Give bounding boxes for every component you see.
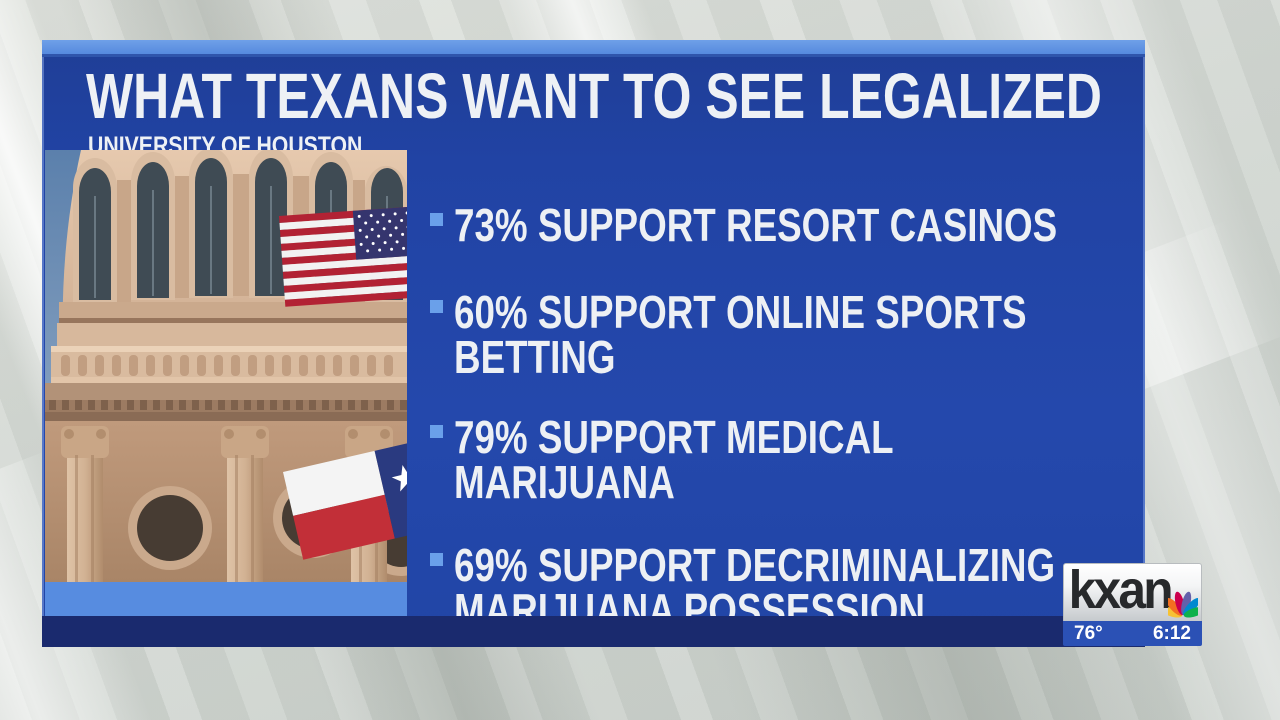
- bullet-square-icon: [430, 553, 443, 566]
- bullet-line: MARIJUANA: [454, 456, 675, 508]
- bullet-text: 73% SUPPORT RESORT CASINOS: [454, 199, 1058, 251]
- headline-title: WHAT TEXANS WANT TO SEE LEGALIZED: [86, 60, 1102, 132]
- bullet-list: 73% SUPPORT RESORT CASINOS 60% SUPPORT O…: [430, 40, 1131, 633]
- graphic-panel: WHAT TEXANS WANT TO SEE LEGALIZED UNIVER…: [42, 40, 1145, 647]
- bullet-square-icon: [430, 300, 443, 313]
- bullet-square-icon: [430, 425, 443, 438]
- clock-readout: 6:12: [1152, 623, 1191, 644]
- bullet-item-resort-casinos: 73% SUPPORT RESORT CASINOS: [430, 199, 1208, 251]
- texas-flag: [283, 440, 407, 560]
- bullet-text: 79% SUPPORT MEDICAL MARIJUANA: [454, 411, 894, 508]
- us-flag: [279, 206, 407, 307]
- panel-bottom-accent-bar: [42, 616, 1145, 647]
- weather-time-bar: 76° 6:12: [1063, 621, 1202, 646]
- texas-capitol-illustration: [45, 150, 407, 582]
- bullet-line: BETTING: [454, 331, 616, 383]
- nbc-peacock-icon: [1168, 591, 1198, 618]
- bullet-line: 60% SUPPORT ONLINE SPORTS: [454, 286, 1027, 338]
- photo-bottom-accent-bar: [45, 582, 407, 616]
- kxan-logo: kxan: [1063, 563, 1202, 621]
- station-bug: kxan 76° 6:12: [1063, 563, 1202, 646]
- bullet-text: 60% SUPPORT ONLINE SPORTS BETTING: [454, 286, 1027, 383]
- capitol-photo: [45, 150, 407, 582]
- balustrade: [51, 346, 407, 383]
- bullet-item-sports-betting: 60% SUPPORT ONLINE SPORTS BETTING: [430, 286, 1170, 383]
- temperature-readout: 76°: [1074, 623, 1103, 644]
- bullet-square-icon: [430, 213, 443, 226]
- panel-top-accent-bar: [42, 40, 1145, 57]
- bullet-item-medical-marijuana: 79% SUPPORT MEDICAL MARIJUANA: [430, 411, 1004, 508]
- bullet-line: 69% SUPPORT DECRIMINALIZING: [454, 539, 1056, 591]
- cornice: [45, 383, 407, 421]
- bullet-line: 73% SUPPORT RESORT CASINOS: [454, 199, 1058, 251]
- kxan-logo-text: kxan: [1068, 559, 1174, 620]
- bullet-line: 79% SUPPORT MEDICAL: [454, 411, 894, 463]
